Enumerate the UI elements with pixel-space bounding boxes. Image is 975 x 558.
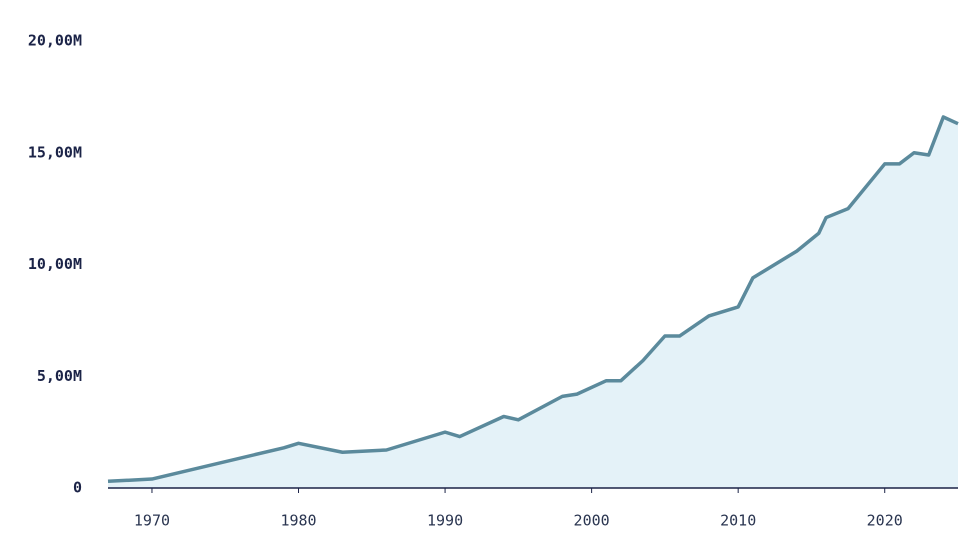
x-tick-label: 1990 — [427, 512, 463, 530]
y-tick-label: 5,00M — [37, 367, 82, 385]
x-tick-label: 1970 — [134, 512, 170, 530]
x-tick-label: 2010 — [720, 512, 756, 530]
x-tick-label: 2020 — [867, 512, 903, 530]
y-tick-label: 20,00M — [28, 32, 82, 50]
area-fill — [108, 116, 958, 489]
y-tick-label: 0 — [73, 479, 82, 497]
x-tick-label: 1980 — [280, 512, 316, 530]
x-tick-label: 2000 — [574, 512, 610, 530]
area-line — [107, 115, 959, 484]
y-tick-label: 15,00M — [28, 143, 82, 161]
y-tick-label: 10,00M — [28, 255, 82, 273]
